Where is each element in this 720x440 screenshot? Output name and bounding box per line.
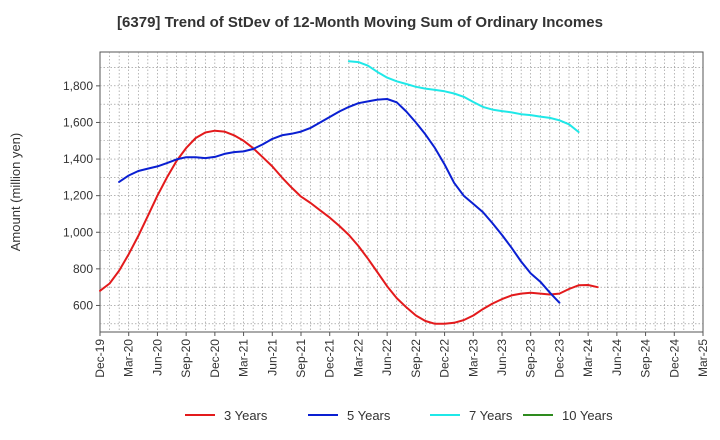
x-tick-label: Mar-25	[696, 339, 710, 377]
x-tick-label: Mar-23	[466, 339, 480, 377]
x-tick-label: Dec-20	[208, 339, 222, 378]
y-tick-label: 1,000	[63, 225, 93, 239]
x-tick-label: Sep-20	[179, 339, 193, 378]
x-tick-label: Jun-24	[610, 339, 624, 376]
plot-area	[99, 51, 704, 333]
chart-title: [6379] Trend of StDev of 12-Month Moving…	[117, 14, 603, 31]
series-layer	[99, 60, 599, 325]
y-tick-label: 1,200	[63, 189, 93, 203]
series-line-5-years	[118, 98, 561, 304]
legend-label-7-years: 7 Years	[469, 408, 513, 423]
y-axis-title: Amount (million yen)	[8, 133, 23, 252]
y-tick-label: 1,400	[63, 152, 93, 166]
y-tick-label: 1,800	[63, 79, 93, 93]
x-tick-label: Sep-21	[294, 339, 308, 378]
series-line-7-years	[347, 60, 580, 133]
x-tick-label: Jun-23	[495, 339, 509, 376]
legend-label-10-years: 10 Years	[562, 408, 613, 423]
legend-label-5-years: 5 Years	[347, 408, 391, 423]
grid	[100, 52, 703, 332]
y-axis: 600 800 1,000 1,200 1,400 1,600 1,800	[63, 79, 100, 312]
y-tick-label: 1,600	[63, 115, 93, 129]
x-tick-label: Sep-23	[524, 339, 538, 378]
x-tick-label: Dec-22	[438, 339, 452, 378]
x-tick-label: Jun-20	[150, 339, 164, 376]
x-tick-label: Jun-21	[265, 339, 279, 376]
x-tick-label: Mar-21	[237, 339, 251, 377]
x-tick-label: Sep-24	[639, 339, 653, 378]
x-tick-label: Jun-22	[380, 339, 394, 376]
legend: 3 Years 5 Years 7 Years 10 Years	[185, 408, 613, 423]
x-tick-label: Mar-20	[122, 339, 136, 377]
x-tick-label: Dec-21	[323, 339, 337, 378]
x-axis: Dec-19 Mar-20 Jun-20 Sep-20 Dec-20 Mar-21 Jun-…	[93, 332, 710, 378]
y-tick-label: 600	[73, 298, 93, 312]
x-tick-label: Mar-24	[581, 339, 595, 377]
x-tick-label: Dec-23	[552, 339, 566, 378]
legend-label-3-years: 3 Years	[224, 408, 268, 423]
y-tick-label: 800	[73, 262, 93, 276]
x-tick-label: Mar-22	[351, 339, 365, 377]
x-tick-label: Dec-19	[93, 339, 107, 378]
series-line-3-years	[99, 129, 599, 325]
x-tick-label: Sep-22	[409, 339, 423, 378]
x-tick-label: Dec-24	[667, 339, 681, 378]
